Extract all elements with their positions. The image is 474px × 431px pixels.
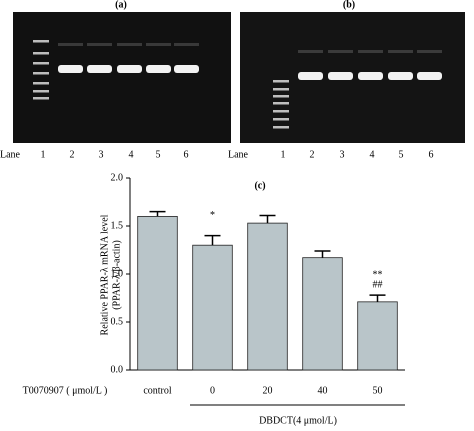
- panel-label: (b): [343, 0, 355, 10]
- lane-title: Lane: [0, 149, 21, 160]
- gel-band-faint: [298, 50, 323, 53]
- gel-band-faint: [117, 43, 142, 46]
- x-tick-label: control: [143, 385, 172, 396]
- bar: [302, 257, 343, 371]
- bar: [192, 244, 233, 371]
- lane-label: 6: [429, 149, 434, 160]
- gel-band-faint: [328, 50, 353, 53]
- annotation: ##: [373, 279, 383, 290]
- gel-band: [417, 72, 442, 80]
- gel-band: [298, 72, 323, 80]
- gel-band: [358, 72, 383, 80]
- ladder-band: [273, 88, 289, 91]
- gel-band: [388, 72, 413, 80]
- y-tick-label: 0.5: [111, 316, 124, 327]
- y-tick-label: 1.5: [111, 220, 124, 231]
- x-tick-label: 40: [318, 385, 328, 396]
- error-bar: [369, 294, 386, 302]
- lane-label: 2: [70, 149, 75, 160]
- lane-label: 1: [281, 149, 286, 160]
- gel-band: [146, 65, 171, 73]
- chart-title: (c): [254, 180, 265, 191]
- ladder-band: [33, 52, 49, 55]
- gel-band: [58, 65, 83, 73]
- ladder-band: [273, 110, 289, 113]
- x-label: T0070907 ( μmol/L ): [23, 385, 108, 396]
- x-tick-label: 0: [210, 385, 215, 396]
- lane-label: 3: [99, 149, 104, 160]
- gel-a: [13, 12, 231, 143]
- lane-label: 3: [340, 149, 345, 160]
- ladder-band: [33, 90, 49, 93]
- ladder-band: [33, 40, 49, 43]
- ladder-band: [33, 97, 49, 100]
- y-tick-label: 0.0: [111, 364, 124, 375]
- lane-label: 2: [310, 149, 315, 160]
- lane-label: 5: [399, 149, 404, 160]
- bar: [137, 215, 178, 371]
- gel-band-faint: [174, 43, 199, 46]
- ladder-band: [273, 118, 289, 121]
- panel-label: (a): [115, 0, 127, 10]
- error-bar: [204, 234, 221, 246]
- error-bar: [314, 250, 331, 258]
- lane-title: Lane: [228, 149, 249, 160]
- gel-band: [87, 65, 112, 73]
- bar: [357, 301, 398, 371]
- lane-label: 4: [129, 149, 134, 160]
- annotation: **: [373, 269, 383, 280]
- gel-band-faint: [358, 50, 383, 53]
- bar: [247, 222, 288, 371]
- gel-band: [328, 72, 353, 80]
- gel-band-faint: [58, 43, 83, 46]
- y-label: Relative PPAR-λ mRNA level: [99, 214, 110, 335]
- gel-band: [117, 65, 142, 73]
- x-tick-label: 50: [373, 385, 383, 396]
- gel-band-faint: [417, 50, 442, 53]
- annotation: *: [210, 210, 215, 221]
- error-bar: [149, 210, 166, 217]
- ladder-band: [273, 95, 289, 98]
- ladder-band: [33, 72, 49, 75]
- y-tick-label: 1.0: [111, 268, 124, 279]
- x-tick-label: 20: [263, 385, 273, 396]
- ladder-band: [33, 82, 49, 85]
- y-label: (PPAR-λ/β-actin): [111, 240, 122, 310]
- y-tick-label: 2.0: [111, 172, 124, 183]
- ladder-band: [273, 126, 289, 129]
- lane-label: 4: [370, 149, 375, 160]
- ladder-band: [273, 102, 289, 105]
- gel-band-faint: [87, 43, 112, 46]
- ladder-band: [33, 62, 49, 65]
- gel-band: [174, 65, 199, 73]
- error-bar: [259, 214, 276, 224]
- lane-label: 5: [156, 149, 161, 160]
- gel-band-faint: [388, 50, 413, 53]
- group-label: DBDCT(4 μmol/L): [259, 415, 337, 426]
- lane-label: 6: [184, 149, 189, 160]
- ladder-band: [273, 80, 289, 83]
- lane-label: 1: [41, 149, 46, 160]
- gel-band-faint: [146, 43, 171, 46]
